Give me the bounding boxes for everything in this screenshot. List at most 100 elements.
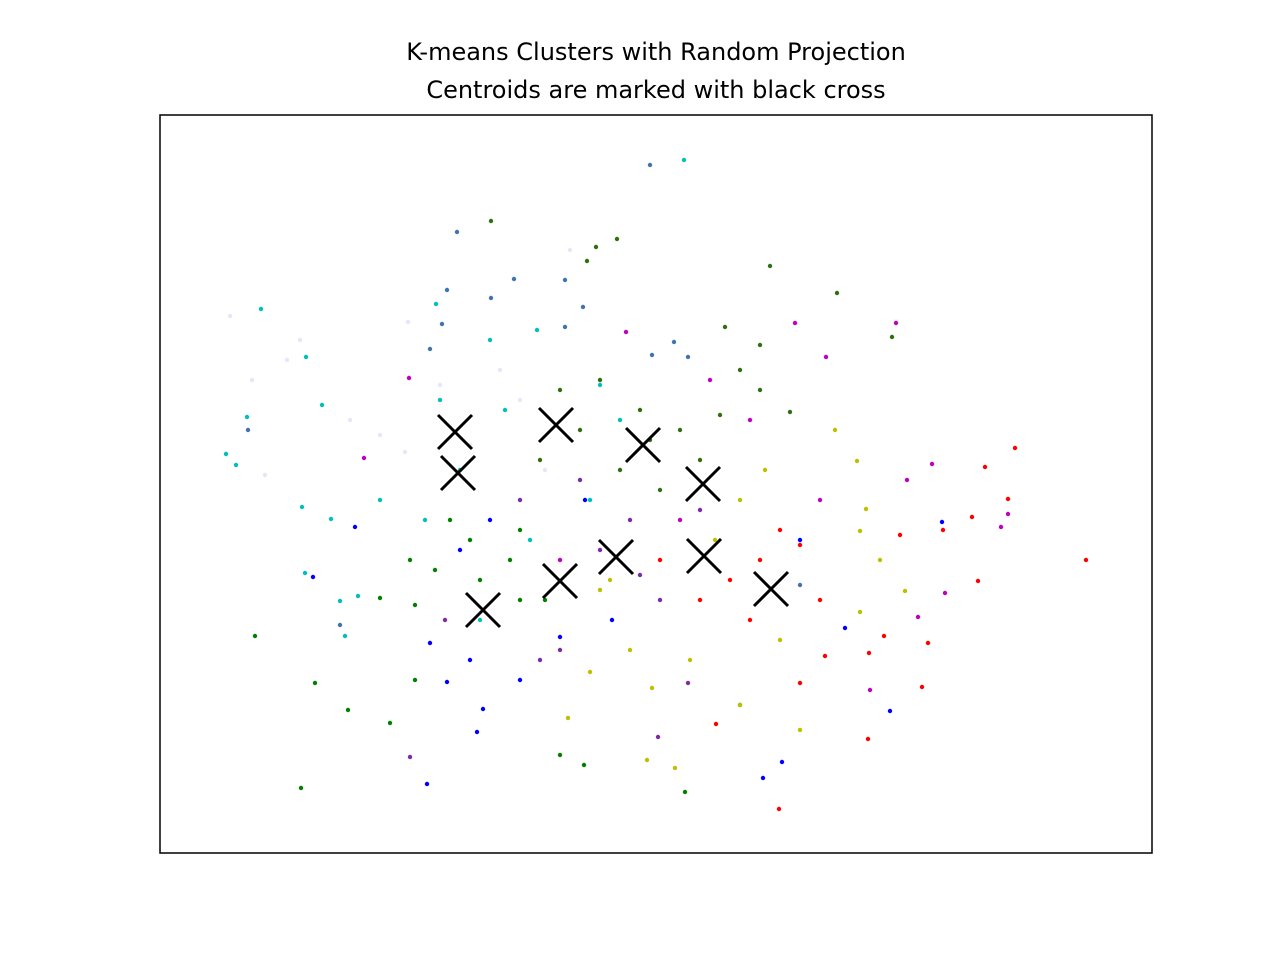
point [757,387,763,393]
point [233,462,239,468]
point [797,680,803,686]
point [877,557,883,563]
point [929,461,935,467]
point [822,653,828,659]
point [437,382,443,388]
point [557,557,563,563]
point [787,409,793,415]
point [337,598,343,604]
point [319,402,325,408]
point [507,557,513,563]
point [797,582,803,588]
point [567,247,573,253]
point [542,467,548,473]
point [581,762,587,768]
point [969,514,975,520]
point [817,597,823,603]
point [577,477,583,483]
point [517,527,523,533]
point [925,640,931,646]
point [477,617,483,623]
centroid [597,538,635,576]
point [939,519,945,525]
point [737,497,743,503]
point [457,547,463,553]
point [252,633,258,639]
centroid [752,570,790,608]
point [302,570,308,576]
point [454,229,460,235]
point [647,162,653,168]
point [792,320,798,326]
point [685,680,691,686]
point [866,650,872,656]
point [488,295,494,301]
point [387,720,393,726]
point [439,321,445,327]
point [657,487,663,493]
point [614,236,620,242]
point [617,467,623,473]
point [681,157,687,163]
point [797,542,803,548]
point [889,334,895,340]
point [649,352,655,358]
point [842,625,848,631]
point [623,329,629,335]
point [577,427,583,433]
point [527,537,533,543]
point [223,451,229,457]
point [637,572,643,578]
point [587,669,593,675]
point [727,577,733,583]
plot-frame [159,114,1153,854]
point [649,685,655,691]
point [637,407,643,413]
point [427,346,433,352]
point [245,427,251,433]
point [402,449,408,455]
point [722,324,728,330]
point [299,504,305,510]
point [480,706,486,712]
point [657,597,663,603]
point [777,637,783,643]
point [597,377,603,383]
point [244,414,250,420]
point [342,633,348,639]
point [832,427,838,433]
point [488,218,494,224]
point [881,633,887,639]
point [597,547,603,553]
point [707,377,713,383]
centroid [684,465,722,503]
point [617,417,623,423]
point [377,595,383,601]
point [249,377,255,383]
point [942,590,948,596]
point [779,759,785,765]
point [776,806,782,812]
point [817,497,823,503]
point [427,640,433,646]
point [655,734,661,740]
point [863,506,869,512]
point [310,574,316,580]
point [467,537,473,543]
point [447,517,453,523]
point [857,609,863,615]
point [919,684,925,690]
point [865,736,871,742]
point [562,277,568,283]
centroid [541,562,579,600]
point [587,497,593,503]
point [685,354,691,360]
point [887,708,893,714]
point [823,354,829,360]
point [1083,557,1089,563]
point [517,497,523,503]
point [797,727,803,733]
point [867,687,873,693]
point [717,412,723,418]
